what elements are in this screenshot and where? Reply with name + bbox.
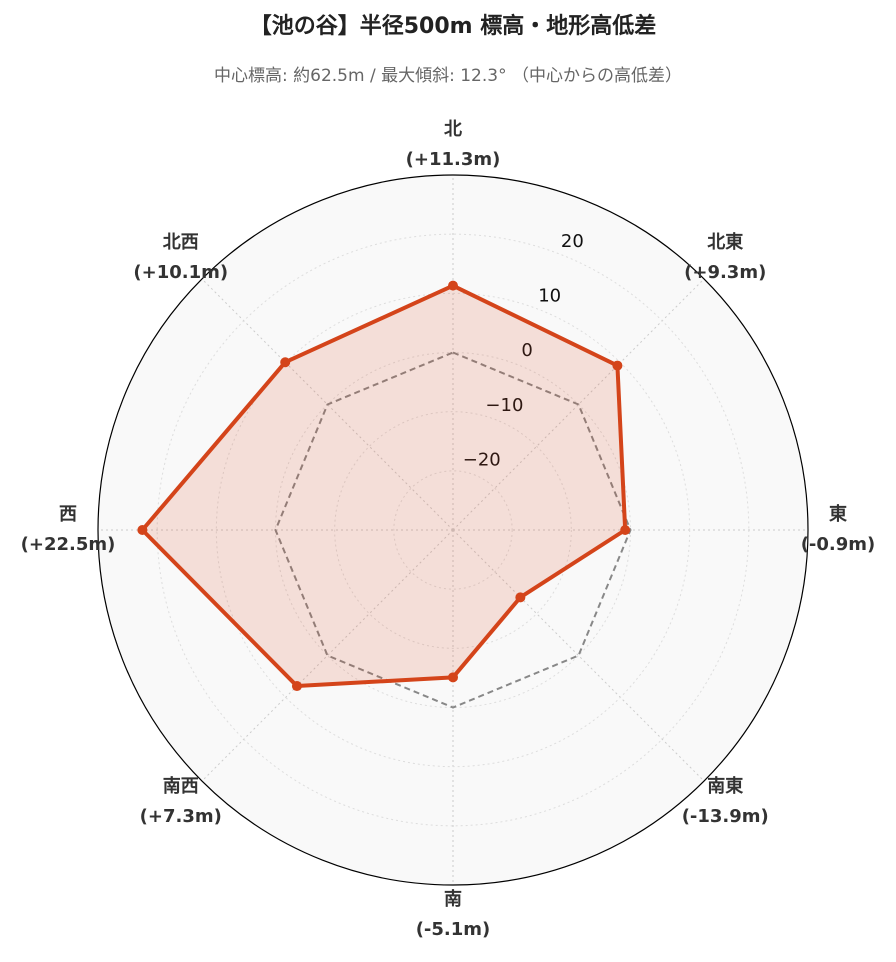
category-label: 北	[444, 119, 462, 140]
value-label: (-13.9m)	[682, 806, 769, 827]
spoke	[452, 529, 705, 782]
y-tick-label: −20	[463, 450, 501, 471]
data-point	[448, 280, 458, 291]
data-point	[515, 592, 526, 603]
baseline	[274, 351, 632, 709]
y-tick-label: 0	[521, 340, 532, 361]
y-tick-label: −10	[485, 395, 523, 416]
category-label: 西	[59, 504, 77, 525]
category-label: 南東	[707, 775, 743, 797]
data-point	[448, 672, 458, 683]
chart-title: 【池の谷】半径500m 標高・地形高低差	[250, 13, 657, 39]
value-label: (+7.3m)	[140, 806, 222, 827]
y-tick-label: 10	[538, 286, 561, 307]
chart-subtitle: 中心標高: 約62.5m / 最大傾斜: 12.3° （中心からの高低差）	[214, 66, 682, 86]
category-label: 東	[829, 503, 847, 525]
data-point	[280, 357, 291, 368]
grid-line	[334, 411, 572, 649]
value-label: (-0.9m)	[801, 534, 876, 555]
y-tick-label: 20	[561, 231, 584, 252]
data-point	[137, 525, 148, 535]
value-label: (+11.3m)	[406, 149, 501, 170]
data-point	[620, 525, 631, 535]
category-label: 北東	[707, 231, 743, 253]
data-point	[612, 360, 623, 371]
grid-line	[215, 292, 691, 768]
grid-line	[393, 470, 513, 590]
data-point	[291, 681, 302, 692]
grid-line	[156, 233, 750, 827]
category-label: 北西	[163, 232, 199, 253]
category-label: 南西	[163, 775, 199, 797]
value-label: (+10.1m)	[133, 262, 228, 283]
value-label: (+9.3m)	[684, 262, 766, 283]
value-label: (-5.1m)	[416, 919, 491, 940]
category-label: 南	[444, 888, 462, 910]
value-label: (+22.5m)	[21, 534, 116, 555]
